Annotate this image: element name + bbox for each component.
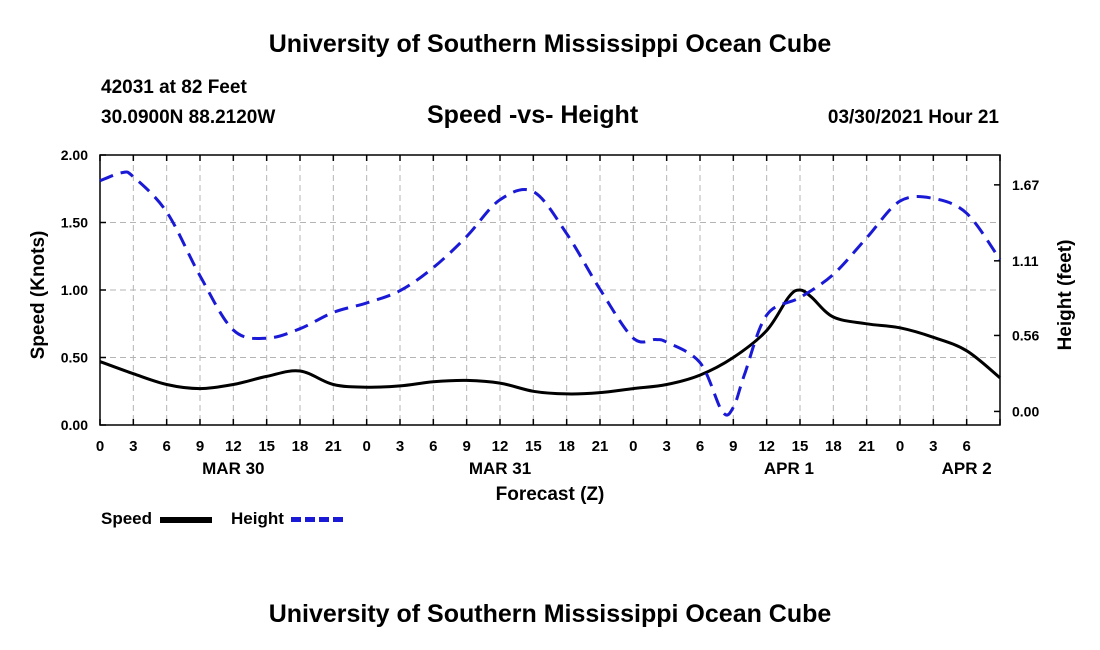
x-tick-label: 18 — [825, 438, 842, 455]
x-tick-label: 9 — [196, 438, 204, 455]
legend-speed-swatch — [160, 517, 212, 523]
y-tick-label: 0.50 — [61, 350, 88, 366]
y-axis-title: Speed (Knots) — [28, 231, 49, 360]
x-tick-label: 12 — [758, 438, 775, 455]
x-tick-label: 15 — [525, 438, 542, 455]
x-tick-label: 6 — [429, 438, 437, 455]
x-tick-label: 6 — [962, 438, 970, 455]
x-tick-label: 18 — [558, 438, 575, 455]
x-tick-label: 0 — [362, 438, 370, 455]
speed-series-line — [99, 288, 1001, 396]
x-tick-label: 15 — [258, 438, 275, 455]
x-tick-label: 21 — [858, 438, 875, 455]
x-tick-label: 3 — [129, 438, 137, 455]
x-tick-label: 12 — [492, 438, 509, 455]
x-date-label: MAR 31 — [469, 459, 531, 478]
x-tick-label: 3 — [662, 438, 670, 455]
x-tick-label: 21 — [592, 438, 609, 455]
legend-height-label: Height — [231, 509, 284, 528]
x-tick-label: 15 — [792, 438, 809, 455]
y-tick-label: 1.50 — [61, 215, 88, 231]
y2-tick-label: 1.67 — [1012, 177, 1039, 193]
x-tick-label: 21 — [325, 438, 342, 455]
y2-tick-label: 0.00 — [1012, 403, 1039, 419]
chart-subtitle: Speed -vs- Height — [427, 101, 639, 129]
legend-speed-label: Speed — [101, 509, 153, 528]
y2-axis-title: Height (feet) — [1055, 240, 1076, 351]
x-tick-label: 3 — [396, 438, 404, 455]
x-axis-title: Forecast (Z) — [496, 484, 605, 505]
x-tick-label: 0 — [629, 438, 637, 455]
y-tick-label: 2.00 — [61, 147, 88, 163]
forecast-timestamp: 03/30/2021 Hour 21 — [827, 107, 999, 128]
x-tick-label: 9 — [462, 438, 470, 455]
x-tick-label: 0 — [96, 438, 104, 455]
station-coordinates: 30.0900N 88.2120W — [101, 107, 276, 128]
x-tick-label: 9 — [729, 438, 737, 455]
x-date-label: APR 1 — [764, 459, 814, 478]
footer-title: University of Southern Mississippi Ocean… — [268, 600, 832, 628]
height-series-line — [99, 170, 1002, 417]
y-tick-label: 0.00 — [61, 417, 88, 433]
x-date-label: APR 2 — [942, 459, 992, 478]
x-tick-label: 18 — [292, 438, 309, 455]
x-tick-label: 0 — [896, 438, 904, 455]
y2-tick-label: 1.11 — [1012, 253, 1039, 269]
y2-tick-label: 0.56 — [1012, 327, 1039, 343]
station-label: 42031 at 82 Feet — [101, 77, 247, 98]
x-tick-label: 12 — [225, 438, 242, 455]
x-tick-label: 6 — [696, 438, 704, 455]
y-tick-label: 1.00 — [61, 282, 88, 298]
x-tick-label: 3 — [929, 438, 937, 455]
chart-main-title: University of Southern Mississippi Ocean… — [268, 30, 832, 58]
legend-height-swatch — [291, 517, 343, 522]
x-date-label: MAR 30 — [202, 459, 264, 478]
x-tick-label: 6 — [162, 438, 170, 455]
